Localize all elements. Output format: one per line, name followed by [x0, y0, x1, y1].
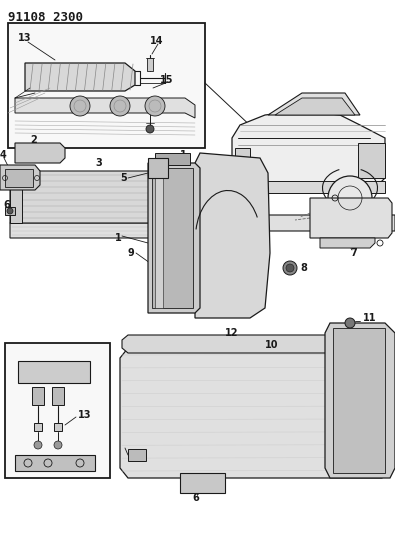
- Polygon shape: [15, 98, 195, 118]
- Polygon shape: [15, 143, 65, 163]
- Bar: [5, 169, 33, 187]
- Text: 13: 13: [18, 33, 32, 43]
- Circle shape: [54, 441, 62, 449]
- Bar: [128, 449, 146, 461]
- Polygon shape: [195, 153, 270, 318]
- Text: 11: 11: [363, 313, 376, 323]
- Bar: [15, 455, 95, 471]
- Polygon shape: [325, 323, 395, 478]
- Text: 10: 10: [265, 340, 278, 350]
- Circle shape: [286, 264, 294, 272]
- Polygon shape: [310, 198, 392, 238]
- Text: 13: 13: [78, 410, 92, 420]
- Circle shape: [283, 261, 297, 275]
- Bar: [54, 423, 62, 431]
- Polygon shape: [152, 168, 193, 308]
- Bar: [8, 23, 205, 148]
- Bar: [155, 168, 163, 308]
- Text: 7: 7: [350, 248, 357, 258]
- Polygon shape: [232, 111, 385, 193]
- Text: 9: 9: [200, 213, 207, 223]
- Text: 15: 15: [160, 75, 173, 85]
- Bar: [147, 58, 153, 71]
- Bar: [235, 148, 250, 178]
- Circle shape: [145, 96, 165, 116]
- Circle shape: [345, 318, 355, 328]
- Text: 5: 5: [120, 173, 127, 183]
- Bar: [10, 171, 22, 223]
- Bar: [32, 387, 44, 405]
- Text: 8: 8: [300, 263, 307, 273]
- Bar: [5, 343, 110, 478]
- Circle shape: [34, 441, 42, 449]
- Text: 6: 6: [192, 493, 199, 503]
- Bar: [52, 387, 64, 405]
- Text: 2: 2: [30, 135, 37, 145]
- Polygon shape: [122, 335, 385, 353]
- Text: 9: 9: [128, 248, 135, 258]
- Text: 1: 1: [115, 233, 122, 243]
- Polygon shape: [268, 93, 360, 115]
- Circle shape: [328, 176, 372, 220]
- Polygon shape: [10, 171, 185, 223]
- Bar: [155, 153, 190, 165]
- Text: 6: 6: [3, 200, 10, 210]
- Circle shape: [110, 96, 130, 116]
- Circle shape: [70, 96, 90, 116]
- Bar: [34, 423, 42, 431]
- Text: 3: 3: [95, 158, 102, 168]
- Text: 91108 2300: 91108 2300: [8, 11, 83, 24]
- Circle shape: [146, 125, 154, 133]
- Bar: [18, 361, 90, 383]
- Bar: [238, 181, 385, 193]
- Polygon shape: [10, 215, 395, 238]
- Text: 1: 1: [180, 150, 187, 160]
- Bar: [5, 207, 15, 215]
- Text: 14: 14: [150, 36, 164, 46]
- Polygon shape: [0, 165, 40, 190]
- Bar: [180, 473, 225, 493]
- Polygon shape: [120, 348, 390, 478]
- Polygon shape: [275, 98, 355, 115]
- Bar: [333, 328, 385, 473]
- Polygon shape: [25, 63, 135, 91]
- Text: 12: 12: [225, 328, 239, 338]
- Text: 4: 4: [0, 150, 7, 160]
- Bar: [358, 143, 385, 178]
- Circle shape: [7, 208, 13, 214]
- Bar: [148, 158, 168, 178]
- Polygon shape: [148, 163, 200, 313]
- Polygon shape: [320, 238, 375, 248]
- Polygon shape: [10, 171, 22, 223]
